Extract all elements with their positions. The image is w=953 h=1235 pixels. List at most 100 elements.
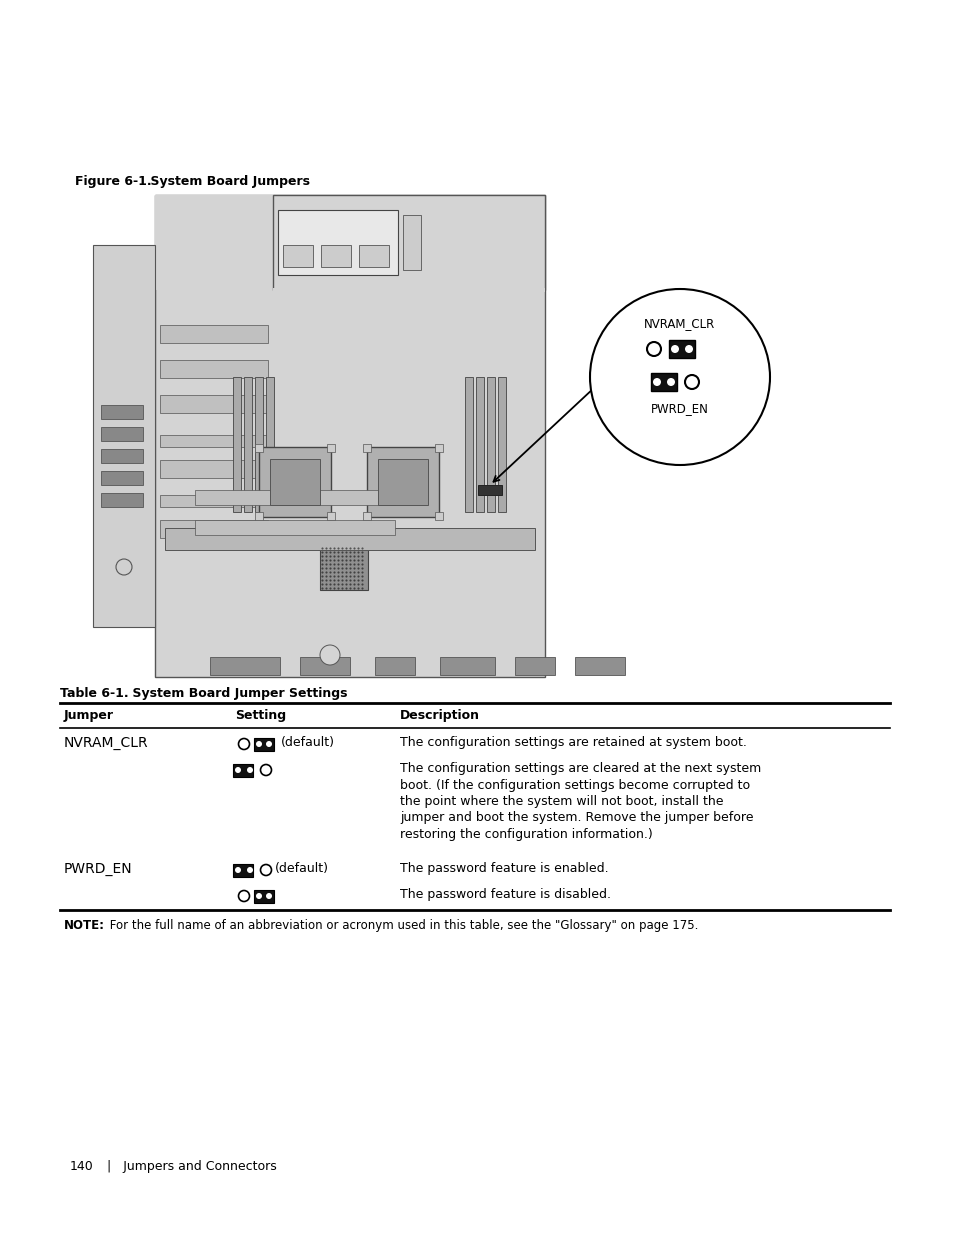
Text: PWRD_EN: PWRD_EN [650,403,708,415]
Circle shape [116,559,132,576]
FancyBboxPatch shape [160,359,268,378]
FancyBboxPatch shape [233,863,253,877]
FancyBboxPatch shape [277,210,397,275]
Text: The password feature is disabled.: The password feature is disabled. [399,888,610,902]
FancyBboxPatch shape [244,377,252,513]
FancyBboxPatch shape [650,373,677,391]
FancyBboxPatch shape [477,485,501,495]
Text: NVRAM_CLR: NVRAM_CLR [643,317,715,330]
Text: The password feature is enabled.: The password feature is enabled. [399,862,608,876]
FancyBboxPatch shape [439,657,495,676]
FancyBboxPatch shape [320,245,351,267]
FancyBboxPatch shape [154,195,544,290]
FancyBboxPatch shape [160,459,268,478]
Text: |   Jumpers and Connectors: | Jumpers and Connectors [95,1160,276,1173]
FancyBboxPatch shape [254,513,263,520]
FancyBboxPatch shape [327,445,335,452]
FancyBboxPatch shape [270,459,319,505]
Circle shape [234,767,241,773]
FancyBboxPatch shape [154,195,544,677]
Circle shape [247,867,253,873]
Text: System Board Jumpers: System Board Jumpers [132,175,310,188]
FancyBboxPatch shape [258,447,331,517]
Circle shape [260,764,272,776]
FancyBboxPatch shape [375,657,415,676]
Text: Figure 6-1.: Figure 6-1. [75,175,152,188]
Text: PWRD_EN: PWRD_EN [64,862,132,876]
Text: (default): (default) [274,862,329,876]
Circle shape [255,893,262,899]
FancyBboxPatch shape [435,445,442,452]
Circle shape [238,739,250,750]
FancyBboxPatch shape [101,493,143,508]
FancyBboxPatch shape [233,763,253,777]
FancyBboxPatch shape [101,427,143,441]
Circle shape [247,767,253,773]
Text: 140: 140 [70,1160,93,1173]
FancyBboxPatch shape [160,395,268,412]
FancyBboxPatch shape [283,245,313,267]
FancyBboxPatch shape [273,288,544,291]
FancyBboxPatch shape [327,513,335,520]
Circle shape [255,741,262,747]
Circle shape [670,345,679,353]
Text: NOTE:: NOTE: [64,919,105,932]
FancyBboxPatch shape [668,340,695,358]
FancyBboxPatch shape [299,657,350,676]
Ellipse shape [589,289,769,466]
FancyBboxPatch shape [273,195,544,290]
Circle shape [646,342,660,356]
FancyBboxPatch shape [165,529,535,550]
Circle shape [260,864,272,876]
Circle shape [684,345,692,353]
FancyBboxPatch shape [363,445,371,452]
Text: Setting: Setting [234,709,286,722]
FancyBboxPatch shape [358,245,389,267]
FancyBboxPatch shape [476,377,483,513]
FancyBboxPatch shape [515,657,555,676]
Circle shape [234,867,241,873]
FancyBboxPatch shape [160,520,268,538]
Circle shape [266,741,272,747]
FancyBboxPatch shape [254,737,274,751]
FancyBboxPatch shape [101,471,143,485]
FancyBboxPatch shape [160,495,268,508]
Text: System Board Jumper Settings: System Board Jumper Settings [115,687,347,700]
FancyBboxPatch shape [319,542,368,590]
FancyBboxPatch shape [233,377,241,513]
Circle shape [666,378,675,387]
Circle shape [266,893,272,899]
FancyBboxPatch shape [254,445,263,452]
FancyBboxPatch shape [435,513,442,520]
FancyBboxPatch shape [254,889,274,903]
Circle shape [684,375,699,389]
FancyBboxPatch shape [254,377,263,513]
FancyBboxPatch shape [497,377,505,513]
FancyBboxPatch shape [464,377,473,513]
FancyBboxPatch shape [363,513,371,520]
Text: Description: Description [399,709,479,722]
Text: (default): (default) [281,736,335,748]
FancyBboxPatch shape [92,245,154,627]
Circle shape [652,378,660,387]
Text: The configuration settings are cleared at the next system
boot. (If the configur: The configuration settings are cleared a… [399,762,760,841]
Text: For the full name of an abbreviation or acronym used in this table, see the "Glo: For the full name of an abbreviation or … [106,919,698,932]
FancyBboxPatch shape [377,459,428,505]
FancyBboxPatch shape [160,325,268,343]
FancyBboxPatch shape [101,405,143,419]
FancyBboxPatch shape [194,520,395,535]
FancyBboxPatch shape [486,377,495,513]
Circle shape [238,890,250,902]
FancyBboxPatch shape [194,490,395,505]
FancyBboxPatch shape [266,377,274,513]
Text: Jumper: Jumper [64,709,113,722]
FancyBboxPatch shape [160,435,268,447]
FancyBboxPatch shape [101,450,143,463]
FancyBboxPatch shape [575,657,624,676]
Text: Table 6-1.: Table 6-1. [60,687,129,700]
FancyBboxPatch shape [402,215,420,270]
Text: NVRAM_CLR: NVRAM_CLR [64,736,149,750]
Text: The configuration settings are retained at system boot.: The configuration settings are retained … [399,736,746,748]
FancyBboxPatch shape [210,657,280,676]
Circle shape [319,645,339,664]
